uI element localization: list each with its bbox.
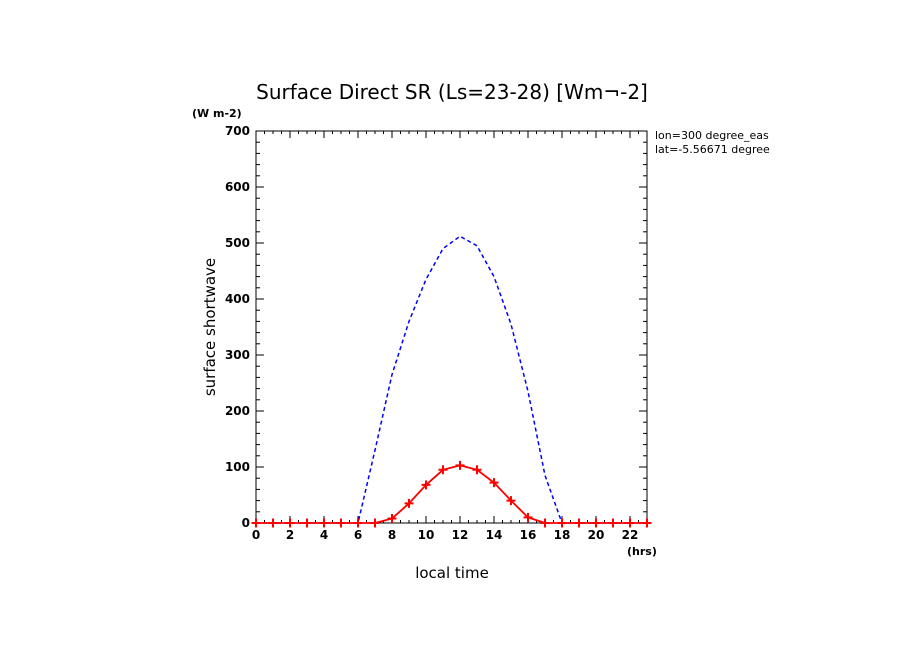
y-tick-label: 200 — [225, 404, 250, 418]
data-point-marker — [557, 518, 567, 528]
data-point-marker — [404, 498, 414, 508]
data-point-marker — [387, 514, 397, 524]
y-tick-label: 100 — [225, 460, 250, 474]
data-point-marker — [455, 460, 465, 470]
data-point-marker — [642, 518, 652, 528]
y-tick-label: 300 — [225, 348, 250, 362]
data-point-marker — [251, 518, 261, 528]
data-point-marker — [540, 518, 550, 528]
plot-frame — [255, 130, 648, 524]
data-point-marker — [472, 465, 482, 475]
data-point-marker — [574, 518, 584, 528]
x-tick-label: 20 — [588, 528, 605, 542]
y-tick-label: 500 — [225, 236, 250, 250]
data-point-marker — [353, 518, 363, 528]
data-point-marker — [438, 465, 448, 475]
data-point-marker — [285, 518, 295, 528]
y-axis-label: surface shortwave — [201, 258, 219, 396]
x-tick-label: 0 — [252, 528, 260, 542]
data-point-marker — [591, 518, 601, 528]
y-tick-label: 600 — [225, 180, 250, 194]
y-tick-label: 0 — [242, 516, 250, 530]
x-tick-label: 8 — [388, 528, 396, 542]
series-line-0 — [256, 235, 647, 524]
y-tick-label: 400 — [225, 292, 250, 306]
data-point-marker — [302, 518, 312, 528]
x-tick-label: 18 — [554, 528, 571, 542]
data-point-marker — [319, 518, 329, 528]
x-tick-label: 10 — [418, 528, 435, 542]
x-tick-label: 12 — [452, 528, 469, 542]
units-label: (W m-2) — [192, 107, 242, 120]
annotation-lon: lon=300 degree_eas — [655, 129, 769, 142]
data-point-marker — [489, 478, 499, 488]
x-tick-label: 22 — [622, 528, 639, 542]
data-point-marker — [523, 512, 533, 522]
x-tick-label: 2 — [286, 528, 294, 542]
data-point-marker — [336, 518, 346, 528]
x-axis-label: local time — [415, 564, 489, 582]
x-tick-label: 14 — [486, 528, 503, 542]
chart-title: Surface Direct SR (Ls=23-28) [Wm¬-2] — [256, 80, 648, 104]
data-point-marker — [421, 480, 431, 490]
series-lines — [256, 235, 647, 524]
x-units-label: (hrs) — [627, 545, 657, 558]
data-point-marker — [370, 518, 380, 528]
data-point-marker — [506, 496, 516, 506]
axis-ticks — [255, 130, 648, 524]
y-tick-label: 700 — [225, 124, 250, 138]
data-point-marker — [608, 518, 618, 528]
data-point-marker — [268, 518, 278, 528]
x-tick-label: 6 — [354, 528, 362, 542]
tick-labels: 0 2 4 6 8 10 12 14 16 18 20 22 0 100 200 300 400 500 600 70… — [225, 124, 638, 542]
series-markers — [251, 460, 652, 528]
annotation-lat: lat=-5.56671 degree — [655, 143, 770, 156]
x-tick-label: 16 — [520, 528, 537, 542]
series-line-1 — [256, 464, 647, 524]
data-point-marker — [625, 518, 635, 528]
x-tick-label: 4 — [320, 528, 328, 542]
